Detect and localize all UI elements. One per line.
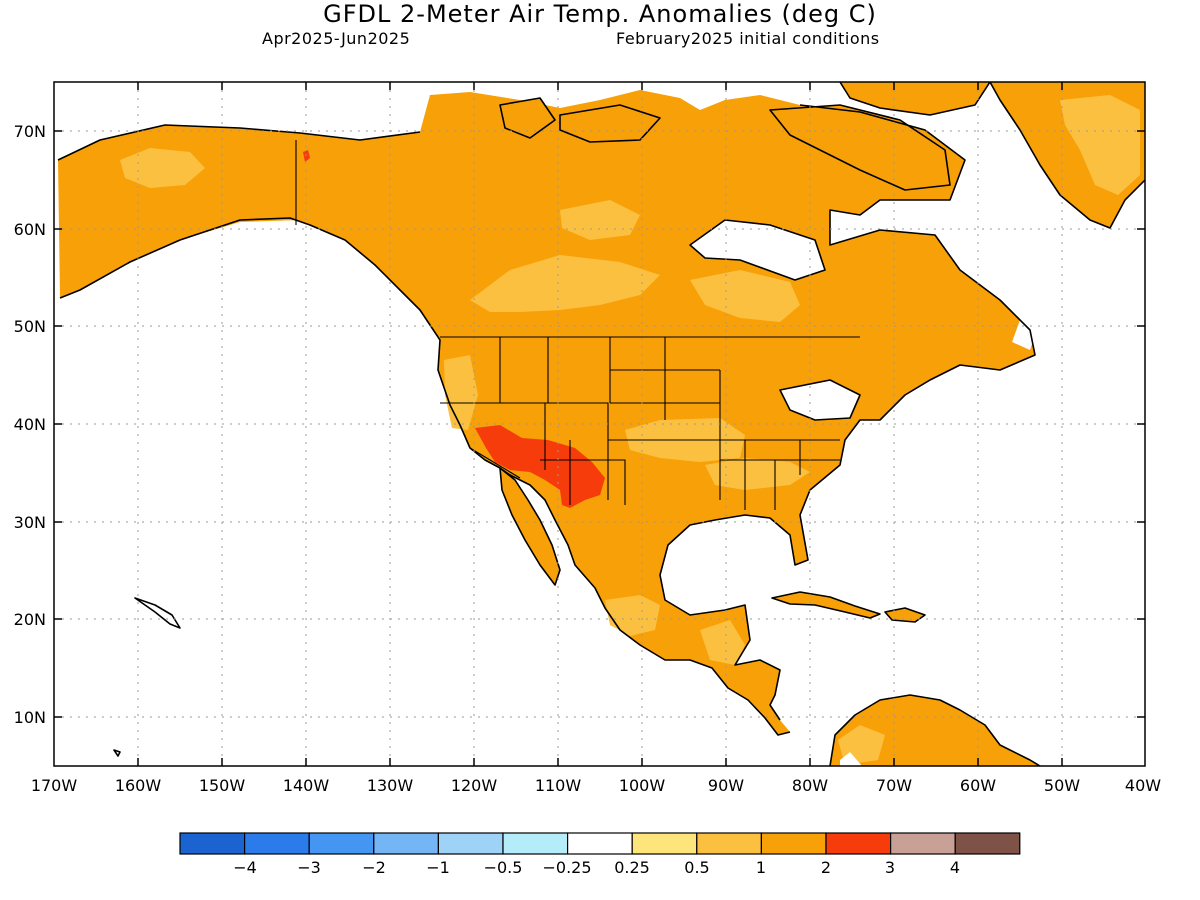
- sask-light: [560, 200, 640, 240]
- graticule: [54, 82, 1145, 766]
- colorbar-label: 3: [885, 858, 895, 877]
- mexico-light: [605, 595, 660, 636]
- latitude-labels: 70N 60N 50N 40N 30N 20N 10N: [14, 122, 46, 727]
- lon-label: 130W: [367, 776, 414, 795]
- colorbar-label: −4: [233, 858, 257, 877]
- colorbar-swatch: [825, 832, 892, 855]
- initial-conditions: February2025 initial conditions: [616, 29, 880, 48]
- colorbar-label: 4: [950, 858, 960, 877]
- lon-label: 120W: [451, 776, 498, 795]
- banks-island: [500, 98, 555, 138]
- map-content: [54, 82, 1145, 766]
- lon-label: 170W: [31, 776, 78, 795]
- colorbar-swatch: [244, 832, 310, 855]
- ticks: [54, 82, 1145, 766]
- lon-label: 160W: [115, 776, 162, 795]
- central-america-light: [700, 620, 745, 665]
- colorbar-swatch: [308, 832, 375, 855]
- colorbar: [179, 832, 1021, 855]
- colorbar-label: −1: [426, 858, 450, 877]
- greenland-light: [1060, 95, 1140, 195]
- lon-label: 40W: [1125, 776, 1161, 795]
- lat-label: 40N: [14, 415, 46, 434]
- lat-label: 20N: [14, 610, 46, 629]
- longitude-labels: 170W 160W 150W 140W 130W 120W 110W 100W …: [31, 776, 1161, 795]
- victoria-island: [560, 105, 660, 142]
- forecast-period: Apr2025-Jun2025: [262, 29, 411, 48]
- colorbar-label: 2: [821, 858, 831, 877]
- ontario-light: [690, 270, 800, 322]
- southeast-light: [705, 458, 810, 490]
- map-title: GFDL 2-Meter Air Temp. Anomalies (deg C): [323, 0, 877, 28]
- colorbar-swatch: [373, 832, 439, 855]
- colorbar-label: 1: [756, 858, 766, 877]
- lat-label: 70N: [14, 122, 46, 141]
- colorbar-swatch: [760, 832, 827, 855]
- colorbar-label: 0.25: [614, 858, 650, 877]
- cuba-land: [772, 592, 880, 618]
- colorbar-label: −0.25: [542, 858, 591, 877]
- colorbar-swatch: [696, 832, 762, 855]
- colorbar-swatch: [889, 832, 956, 855]
- land-fill: [58, 82, 1145, 766]
- southwest-strong-anomaly: [475, 425, 605, 508]
- lon-label: 70W: [876, 776, 912, 795]
- colorbar-swatch: [954, 832, 1021, 855]
- lon-label: 60W: [960, 776, 996, 795]
- light-anomaly: [120, 95, 1140, 765]
- colorbar-label: −2: [362, 858, 386, 877]
- lat-label: 30N: [14, 513, 46, 532]
- state-boundaries: [295, 140, 860, 510]
- lat-label: 10N: [14, 708, 46, 727]
- lat-label: 60N: [14, 220, 46, 239]
- lon-label: 150W: [199, 776, 246, 795]
- colorbar-label: 0.5: [684, 858, 709, 877]
- south-america-land: [830, 695, 1040, 766]
- lon-label: 140W: [283, 776, 330, 795]
- colorbar-swatch: [179, 832, 246, 855]
- colorbar-swatch: [437, 832, 504, 855]
- baja-land: [500, 468, 560, 585]
- lon-label: 100W: [619, 776, 666, 795]
- colorbar-label: −3: [297, 858, 321, 877]
- lon-label: 80W: [792, 776, 828, 795]
- lon-label: 50W: [1044, 776, 1080, 795]
- baffin-island: [770, 105, 950, 190]
- neutral-patches: [690, 220, 1035, 766]
- alaska-light: [120, 148, 205, 188]
- colorbar-swatch: [566, 832, 633, 855]
- colorbar-swatch: [502, 832, 569, 855]
- alaska-land: [62, 135, 300, 290]
- lat-label: 50N: [14, 317, 46, 336]
- lon-label: 90W: [708, 776, 744, 795]
- yukon-light: [470, 255, 660, 312]
- colorbar-swatch: [631, 832, 698, 855]
- lon-label: 110W: [535, 776, 582, 795]
- colorbar-label: −0.5: [484, 858, 523, 877]
- colorbar-labels: −4 −3 −2 −1 −0.5 −0.25 0.25 0.5 1 2 3 4: [233, 858, 960, 877]
- coastlines: [57, 82, 1145, 766]
